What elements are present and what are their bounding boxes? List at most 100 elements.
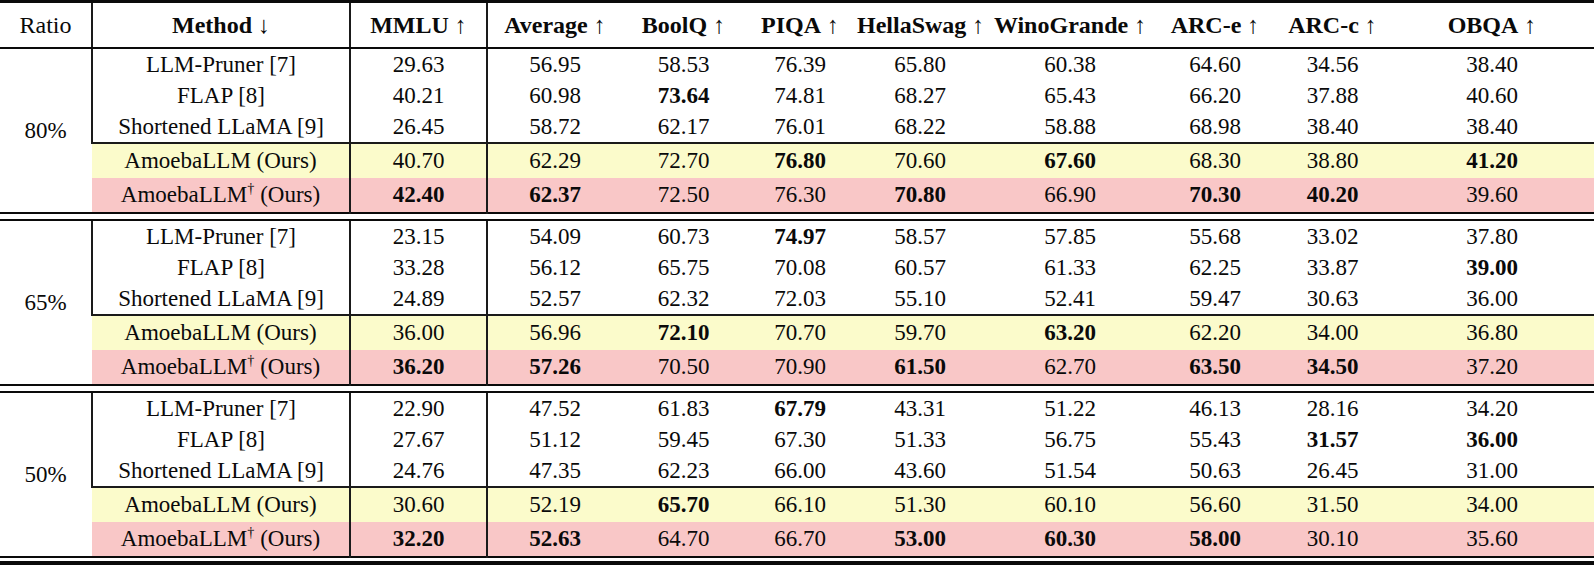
table-row: 50%LLM-Pruner [7]22.9047.5261.8367.7943.… bbox=[0, 392, 1594, 424]
value-cell: 61.33 bbox=[985, 252, 1155, 283]
value-cell: 36.20 bbox=[350, 350, 487, 385]
value-cell: 34.50 bbox=[1275, 350, 1390, 385]
value-cell: 54.09 bbox=[487, 220, 622, 252]
value-cell: 33.87 bbox=[1275, 252, 1390, 283]
value-cell: 62.29 bbox=[487, 143, 622, 178]
value-cell: 39.60 bbox=[1390, 178, 1594, 213]
method-cell: AmoebaLLM (Ours) bbox=[92, 315, 350, 350]
value-cell: 76.30 bbox=[745, 178, 855, 213]
value-cell: 30.10 bbox=[1275, 522, 1390, 557]
value-cell: 55.10 bbox=[855, 283, 985, 315]
value-cell: 32.20 bbox=[350, 522, 487, 557]
value-cell: 40.70 bbox=[350, 143, 487, 178]
value-cell: 53.00 bbox=[855, 522, 985, 557]
value-cell: 68.22 bbox=[855, 111, 985, 143]
table-row: FLAP [8]33.2856.1265.7570.0860.5761.3362… bbox=[0, 252, 1594, 283]
value-cell: 59.45 bbox=[622, 424, 745, 455]
column-header-method: Method ↓ bbox=[92, 2, 350, 49]
value-cell: 58.00 bbox=[1155, 522, 1275, 557]
value-cell: 72.03 bbox=[745, 283, 855, 315]
value-cell: 73.64 bbox=[622, 80, 745, 111]
value-cell: 72.50 bbox=[622, 178, 745, 213]
method-cell: FLAP [8] bbox=[92, 80, 350, 111]
ratio-cell: 65% bbox=[0, 220, 92, 385]
value-cell: 67.79 bbox=[745, 392, 855, 424]
higher-better-arrow-icon: ↑ bbox=[1518, 12, 1536, 38]
value-cell: 61.83 bbox=[622, 392, 745, 424]
value-cell: 70.80 bbox=[855, 178, 985, 213]
method-cell: LLM-Pruner [7] bbox=[92, 48, 350, 80]
value-cell: 55.43 bbox=[1155, 424, 1275, 455]
method-cell: AmoebaLLM† (Ours) bbox=[92, 350, 350, 385]
value-cell: 46.13 bbox=[1155, 392, 1275, 424]
value-cell: 70.70 bbox=[745, 315, 855, 350]
value-cell: 57.85 bbox=[985, 220, 1155, 252]
value-cell: 38.80 bbox=[1275, 143, 1390, 178]
value-cell: 43.31 bbox=[855, 392, 985, 424]
method-cell: LLM-Pruner [7] bbox=[92, 220, 350, 252]
value-cell: 76.80 bbox=[745, 143, 855, 178]
value-cell: 70.90 bbox=[745, 350, 855, 385]
table-row: Shortened LLaMA [9]24.8952.5762.3272.035… bbox=[0, 283, 1594, 315]
value-cell: 65.70 bbox=[622, 487, 745, 522]
value-cell: 36.00 bbox=[1390, 283, 1594, 315]
column-header-piqa: PIQA ↑ bbox=[745, 2, 855, 49]
rule-line bbox=[0, 213, 1594, 220]
table-row: AmoebaLLM† (Ours)32.2052.6364.7066.7053.… bbox=[0, 522, 1594, 557]
value-cell: 36.00 bbox=[350, 315, 487, 350]
sort-down-arrow-icon: ↓ bbox=[252, 12, 270, 38]
table-header: RatioMethod ↓MMLU ↑Average ↑BoolQ ↑PIQA … bbox=[0, 2, 1594, 49]
value-cell: 62.23 bbox=[622, 455, 745, 487]
value-cell: 40.60 bbox=[1390, 80, 1594, 111]
higher-better-arrow-icon: ↑ bbox=[1241, 12, 1259, 38]
value-cell: 60.30 bbox=[985, 522, 1155, 557]
table-row: Shortened LLaMA [9]24.7647.3562.2366.004… bbox=[0, 455, 1594, 487]
higher-better-arrow-icon: ↑ bbox=[966, 12, 984, 38]
table-row: FLAP [8]27.6751.1259.4567.3051.3356.7555… bbox=[0, 424, 1594, 455]
value-cell: 58.53 bbox=[622, 48, 745, 80]
value-cell: 60.98 bbox=[487, 80, 622, 111]
method-cell: AmoebaLLM (Ours) bbox=[92, 143, 350, 178]
column-header-hellaswag: HellaSwag ↑ bbox=[855, 2, 985, 49]
value-cell: 51.22 bbox=[985, 392, 1155, 424]
higher-better-arrow-icon: ↑ bbox=[449, 12, 467, 38]
table-row: 80%LLM-Pruner [7]29.6356.9558.5376.3965.… bbox=[0, 48, 1594, 80]
value-cell: 37.20 bbox=[1390, 350, 1594, 385]
value-cell: 35.60 bbox=[1390, 522, 1594, 557]
table-row: AmoebaLLM† (Ours)42.4062.3772.5076.3070.… bbox=[0, 178, 1594, 213]
value-cell: 51.33 bbox=[855, 424, 985, 455]
method-cell: Shortened LLaMA [9] bbox=[92, 455, 350, 487]
value-cell: 38.40 bbox=[1390, 48, 1594, 80]
column-header-winogrande: WinoGrande ↑ bbox=[985, 2, 1155, 49]
value-cell: 33.28 bbox=[350, 252, 487, 283]
value-cell: 72.10 bbox=[622, 315, 745, 350]
value-cell: 52.41 bbox=[985, 283, 1155, 315]
value-cell: 31.50 bbox=[1275, 487, 1390, 522]
value-cell: 34.00 bbox=[1390, 487, 1594, 522]
value-cell: 30.60 bbox=[350, 487, 487, 522]
value-cell: 55.68 bbox=[1155, 220, 1275, 252]
value-cell: 59.70 bbox=[855, 315, 985, 350]
value-cell: 43.60 bbox=[855, 455, 985, 487]
column-header-average: Average ↑ bbox=[487, 2, 622, 49]
value-cell: 70.60 bbox=[855, 143, 985, 178]
value-cell: 58.72 bbox=[487, 111, 622, 143]
value-cell: 65.43 bbox=[985, 80, 1155, 111]
value-cell: 76.01 bbox=[745, 111, 855, 143]
group-separator-double-rule bbox=[0, 385, 1594, 392]
value-cell: 24.89 bbox=[350, 283, 487, 315]
value-cell: 60.38 bbox=[985, 48, 1155, 80]
value-cell: 62.20 bbox=[1155, 315, 1275, 350]
value-cell: 61.50 bbox=[855, 350, 985, 385]
method-cell: FLAP [8] bbox=[92, 252, 350, 283]
column-header-arc-e: ARC-e ↑ bbox=[1155, 2, 1275, 49]
value-cell: 50.63 bbox=[1155, 455, 1275, 487]
column-header-mmlu: MMLU ↑ bbox=[350, 2, 487, 49]
column-header-boolq: BoolQ ↑ bbox=[622, 2, 745, 49]
value-cell: 62.32 bbox=[622, 283, 745, 315]
value-cell: 76.39 bbox=[745, 48, 855, 80]
value-cell: 59.47 bbox=[1155, 283, 1275, 315]
rule-line bbox=[0, 385, 1594, 392]
value-cell: 37.88 bbox=[1275, 80, 1390, 111]
value-cell: 58.88 bbox=[985, 111, 1155, 143]
